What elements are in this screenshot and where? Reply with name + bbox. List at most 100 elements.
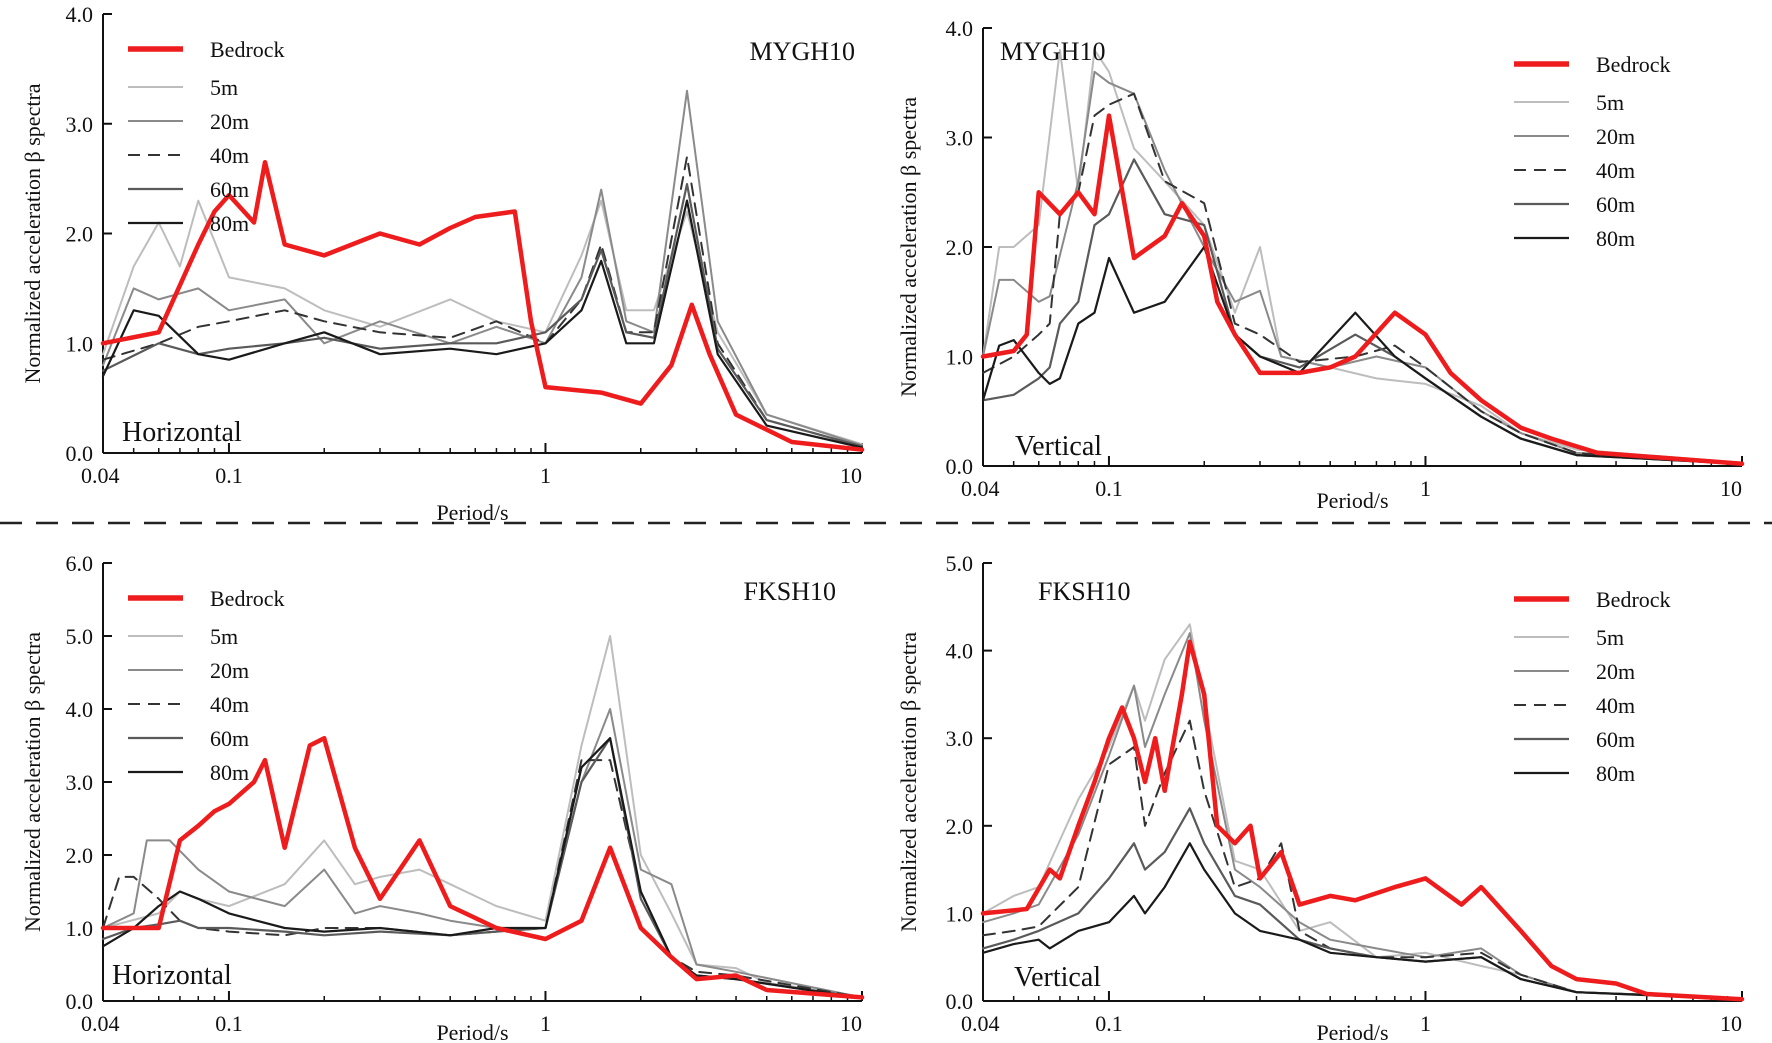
y-tick-label: 1.0 [66, 916, 94, 941]
y-tick-label: 2.0 [66, 843, 94, 868]
x-tick-label: 0.1 [215, 1011, 243, 1036]
series-line-80m [981, 842, 1744, 1001]
component-label: Vertical [1014, 962, 1101, 993]
x-tick-label: 1 [1420, 1011, 1431, 1036]
series-line-20m [102, 89, 863, 447]
legend-label-80m: 80m [1596, 761, 1635, 786]
component-label: Vertical [1015, 431, 1102, 462]
legend-label-40m: 40m [210, 692, 249, 717]
legend-label-40m: 40m [1596, 693, 1635, 718]
legend-label-bedrock: Bedrock [210, 586, 285, 611]
legend-label-bedrock: Bedrock [210, 37, 285, 62]
y-tick-label: 5.0 [946, 551, 974, 576]
y-tick-label: 2.0 [946, 235, 974, 260]
legend-label-60m: 60m [210, 177, 249, 202]
legend-label-5m: 5m [210, 624, 238, 649]
series-line-5m [982, 48, 1743, 464]
y-tick-label: 4.0 [946, 639, 974, 664]
series-line-40m [982, 719, 1743, 1000]
y-axis-label: Normalized acceleration β spectra [896, 97, 921, 397]
x-tick-label: 10 [840, 1011, 862, 1036]
x-axis-label: Period/s [1316, 1020, 1388, 1043]
legend-label-20m: 20m [1596, 659, 1635, 684]
legend-label-bedrock: Bedrock [1596, 52, 1671, 77]
series-line-5m [102, 199, 863, 446]
chart-panel-fksh10-h: 0.0 1.0 2.0 3.0 4.0 5.0 6.0 0.04 0.1 1 10 Period/s N… [20, 551, 865, 1043]
chart-panel-mygh10-v: 0.0 1.0 2.0 3.0 4.0 0.04 0.1 1 10 Period/s Normali… [896, 16, 1745, 513]
y-tick-label: 4.0 [946, 16, 974, 41]
legend: Bedrock 5m 20m 40m 60m 80m [128, 37, 285, 236]
x-tick-label: 1 [540, 463, 551, 488]
legend-label-80m: 80m [210, 760, 249, 785]
series-line-bedrock [980, 113, 1745, 467]
y-tick-label: 4.0 [66, 2, 94, 27]
legend-label-40m: 40m [1596, 158, 1635, 183]
legend-label-40m: 40m [210, 143, 249, 168]
y-tick-label: 3.0 [946, 126, 974, 151]
component-label: Horizontal [112, 960, 232, 991]
legend-label-bedrock: Bedrock [1596, 587, 1671, 612]
y-tick-label: 3.0 [66, 112, 94, 137]
y-tick-label: 2.0 [66, 222, 94, 247]
legend-label-60m: 60m [1596, 727, 1635, 752]
y-axis-label: Normalized acceleration β spectra [20, 632, 45, 932]
legend-label-20m: 20m [210, 658, 249, 683]
x-tick-label: 0.04 [81, 463, 120, 488]
y-tick-label: 0.0 [66, 989, 94, 1014]
legend-label-80m: 80m [1596, 226, 1635, 251]
station-label: FKSH10 [1038, 577, 1130, 606]
legend-label-5m: 5m [1596, 90, 1624, 115]
series-line-20m [102, 708, 863, 999]
y-tick-label: 4.0 [66, 697, 94, 722]
y-axis-label: Normalized acceleration β spectra [896, 632, 921, 932]
series-line-5m [102, 635, 863, 998]
x-tick-label: 0.1 [1095, 476, 1123, 501]
series-line-80m [981, 245, 1744, 465]
x-tick-label: 0.04 [81, 1011, 120, 1036]
legend: Bedrock 5m 20m 40m 60m 80m [1514, 52, 1671, 251]
x-tick-label: 0.04 [961, 476, 1000, 501]
series-line-60m [101, 183, 864, 448]
series-line-20m [982, 632, 1743, 1000]
legend-label-20m: 20m [210, 109, 249, 134]
series-line-5m [982, 623, 1743, 1000]
y-axis-label: Normalized acceleration β spectra [20, 83, 45, 383]
legend: Bedrock 5m 20m 40m 60m 80m [1514, 587, 1671, 786]
legend-label-80m: 80m [210, 211, 249, 236]
y-tick-label: 0.0 [66, 441, 94, 466]
legend-label-60m: 60m [210, 726, 249, 751]
x-tick-label: 10 [840, 463, 862, 488]
series-line-bedrock [100, 159, 865, 452]
station-label: MYGH10 [1000, 37, 1105, 66]
x-tick-label: 10 [1720, 476, 1742, 501]
y-tick-label: 3.0 [66, 770, 94, 795]
y-tick-label: 1.0 [946, 901, 974, 926]
series-line-bedrock [100, 735, 865, 1000]
x-tick-label: 0.1 [1095, 1011, 1123, 1036]
station-label: MYGH10 [750, 37, 855, 66]
legend-label-5m: 5m [1596, 625, 1624, 650]
x-tick-label: 10 [1720, 1011, 1742, 1036]
legend-label-60m: 60m [1596, 192, 1635, 217]
x-tick-label: 1 [1420, 476, 1431, 501]
y-tick-label: 0.0 [946, 454, 974, 479]
legend-label-5m: 5m [210, 75, 238, 100]
chart-panel-fksh10-v: 0.0 1.0 2.0 3.0 4.0 5.0 0.04 0.1 1 10 Period/s Norm… [896, 551, 1745, 1043]
y-tick-label: 2.0 [946, 814, 974, 839]
x-tick-label: 0.1 [215, 463, 243, 488]
legend: Bedrock 5m 20m 40m 60m 80m [128, 586, 285, 785]
series-line-bedrock [980, 639, 1745, 1002]
legend-label-20m: 20m [1596, 124, 1635, 149]
x-axis-label: Period/s [436, 1020, 508, 1043]
x-axis-label: Period/s [1316, 488, 1388, 513]
y-tick-label: 6.0 [66, 551, 94, 576]
series-line-40m [982, 92, 1743, 465]
x-tick-label: 1 [540, 1011, 551, 1036]
series-line-80m [101, 199, 864, 449]
x-tick-label: 0.04 [961, 1011, 1000, 1036]
chart-panel-mygh10-h: 0.0 1.0 2.0 3.0 4.0 0.04 0.1 1 10 Period/s Normali… [20, 2, 865, 525]
y-tick-label: 0.0 [946, 989, 974, 1014]
station-label: FKSH10 [744, 577, 836, 606]
y-tick-label: 3.0 [946, 726, 974, 751]
